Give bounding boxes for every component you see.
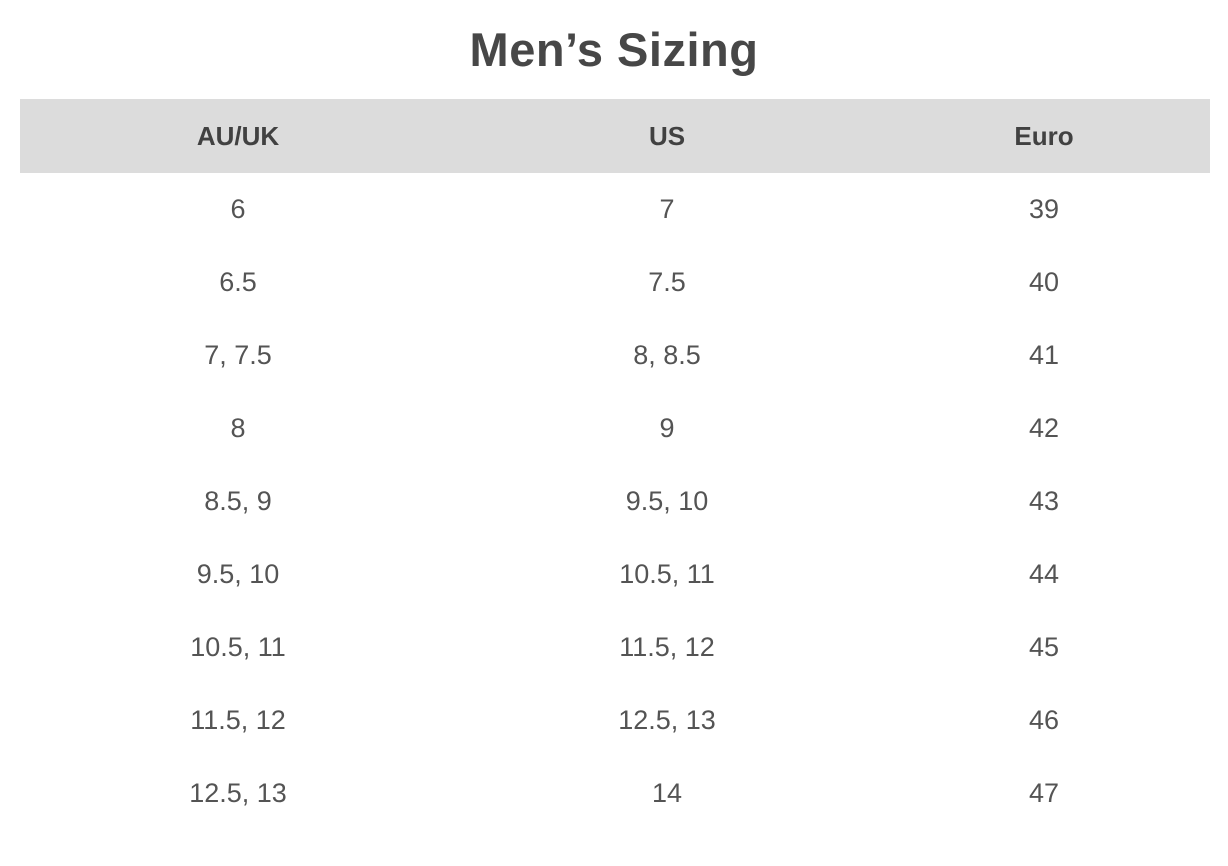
cell-us: 9.5, 10: [625, 486, 709, 516]
cell-auuk: 9.5, 10: [196, 559, 280, 589]
cell-auuk: 6: [230, 194, 246, 224]
cell-euro: 45: [1028, 632, 1059, 662]
table-row: 10.5, 11 11.5, 12 45: [20, 611, 1210, 684]
cell-auuk: 8: [230, 413, 246, 443]
cell-auuk: 6.5: [219, 267, 257, 297]
table-row: 12.5, 13 14 47: [20, 757, 1210, 830]
table-row: 11.5, 12 12.5, 13 46: [20, 684, 1210, 757]
cell-euro: 44: [1028, 559, 1059, 589]
cell-auuk: 10.5, 11: [190, 632, 286, 662]
table-row: 8 9 42: [20, 392, 1210, 465]
cell-auuk: 11.5, 12: [190, 705, 286, 735]
cell-euro: 43: [1028, 486, 1059, 516]
cell-auuk: 12.5, 13: [189, 778, 287, 808]
table-row: 6 7 39: [20, 173, 1210, 246]
table-body: 6 7 39 6.5 7.5 40 7, 7.5 8, 8.5 41 8 9 4…: [20, 173, 1210, 830]
mens-sizing-table: AU/UK US Euro 6 7 39 6.5 7.5 40 7, 7.5 8…: [20, 99, 1210, 830]
cell-us: 14: [651, 778, 683, 808]
cell-euro: 41: [1028, 340, 1059, 370]
table-row: 9.5, 10 10.5, 11 44: [20, 538, 1210, 611]
cell-us: 7.5: [648, 267, 686, 297]
table-row: 7, 7.5 8, 8.5 41: [20, 319, 1210, 392]
cell-euro: 42: [1028, 413, 1059, 443]
column-header-us: US: [648, 120, 686, 151]
cell-us: 9: [659, 413, 675, 443]
cell-us: 8, 8.5: [633, 340, 701, 370]
cell-auuk: 8.5, 9: [204, 486, 272, 516]
page-title: Men’s Sizing: [469, 23, 759, 76]
table-header-row: AU/UK US Euro: [20, 99, 1210, 173]
table-row: 8.5, 9 9.5, 10 43: [20, 465, 1210, 538]
column-header-euro: Euro: [1014, 120, 1074, 151]
cell-us: 10.5, 11: [619, 559, 715, 589]
cell-us: 11.5, 12: [619, 632, 715, 662]
cell-us: 7: [659, 194, 675, 224]
cell-euro: 40: [1028, 267, 1059, 297]
table-row: 6.5 7.5 40: [20, 246, 1210, 319]
cell-auuk: 7, 7.5: [204, 340, 272, 370]
cell-euro: 39: [1028, 194, 1059, 224]
cell-euro: 46: [1028, 705, 1059, 735]
cell-us: 12.5, 13: [618, 705, 716, 735]
cell-euro: 47: [1028, 778, 1059, 808]
column-header-auuk: AU/UK: [196, 120, 280, 151]
